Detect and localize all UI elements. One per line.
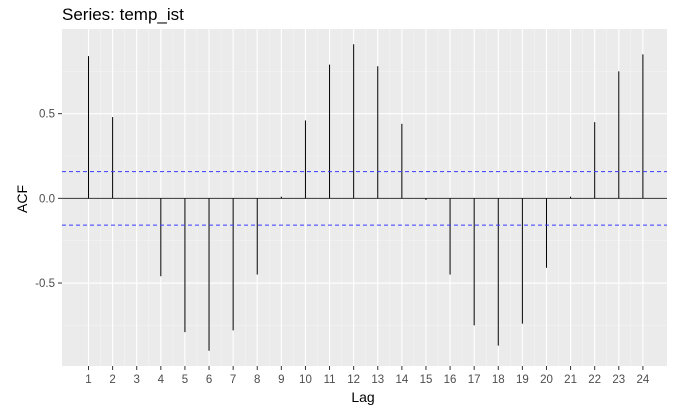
x-tick-label: 13 bbox=[371, 374, 384, 386]
x-tick-label: 9 bbox=[278, 374, 284, 386]
x-tick-label: 11 bbox=[324, 374, 336, 386]
chart-title: Series: temp_ist bbox=[62, 5, 184, 24]
x-tick-label: 15 bbox=[420, 374, 433, 386]
y-tick-label: -0.5 bbox=[35, 278, 55, 290]
x-tick-label: 4 bbox=[158, 374, 165, 386]
x-tick-label: 14 bbox=[395, 374, 408, 386]
x-tick-label: 12 bbox=[347, 374, 360, 386]
plot-panel bbox=[62, 29, 667, 366]
x-tick-label: 24 bbox=[636, 374, 649, 386]
x-tick-label: 5 bbox=[182, 374, 188, 386]
x-tick-label: 23 bbox=[612, 374, 625, 386]
x-tick-label: 16 bbox=[444, 374, 457, 386]
x-tick-label: 10 bbox=[299, 374, 312, 386]
x-tick-label: 7 bbox=[230, 374, 236, 386]
x-axis-title: Lag bbox=[351, 389, 374, 405]
x-tick-label: 2 bbox=[109, 374, 115, 386]
confidence-bounds bbox=[62, 171, 667, 226]
x-tick-label: 17 bbox=[468, 374, 481, 386]
y-tick-label: 0.5 bbox=[39, 109, 55, 121]
x-tick-label: 19 bbox=[516, 374, 529, 386]
acf-bars bbox=[62, 44, 667, 351]
x-tick-label: 6 bbox=[206, 374, 212, 386]
y-tick-label: 0.0 bbox=[39, 193, 55, 205]
x-tick-label: 3 bbox=[134, 374, 140, 386]
x-tick-label: 22 bbox=[588, 374, 601, 386]
axis-ticks: -0.50.00.51 2 3 4 5 6 7 8 9 10 11 12 13 14 15 16 17 18 19 2… bbox=[35, 109, 650, 386]
x-tick-label: 18 bbox=[492, 374, 505, 386]
x-tick-label: 20 bbox=[540, 374, 553, 386]
x-tick-label: 8 bbox=[254, 374, 260, 386]
x-tick-label: 1 bbox=[85, 374, 91, 386]
x-tick-label: 21 bbox=[564, 374, 577, 386]
y-axis-title: ACF bbox=[14, 185, 30, 213]
